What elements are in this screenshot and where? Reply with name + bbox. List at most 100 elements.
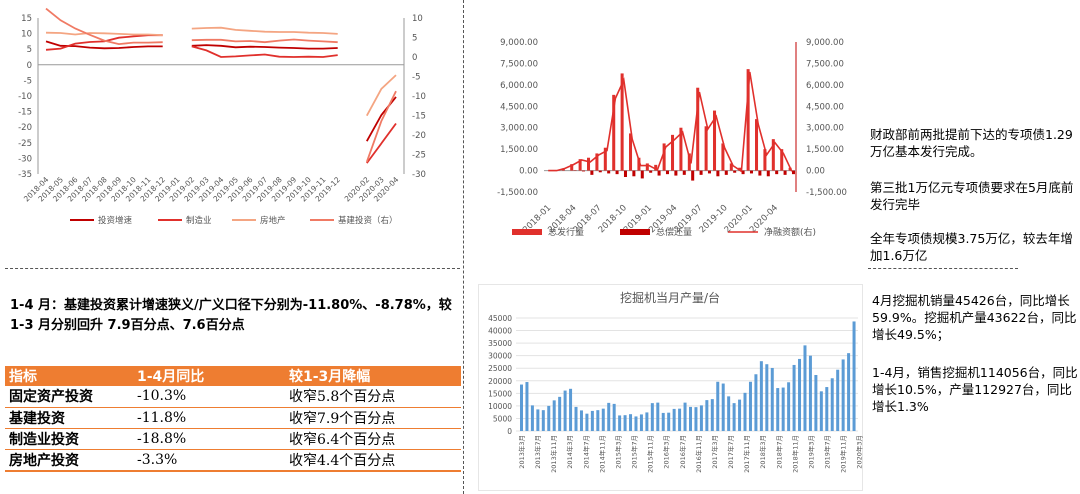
production-bar <box>569 388 573 431</box>
special-bond-chart: 9,000.00 7,500.00 6,000.00 4,500.00 3,000.00… <box>497 38 847 238</box>
y2-tick-label: 1,500.00 <box>806 145 844 155</box>
row-yoy: -3.3% <box>133 449 285 472</box>
y-tick-label: 45000 <box>488 314 512 323</box>
y2-tick-label: 4,500.00 <box>806 102 844 112</box>
production-bar <box>694 407 698 431</box>
y-tick-label: 1,500.00 <box>500 145 538 155</box>
production-bar <box>656 402 660 431</box>
issuance-bar <box>679 127 683 171</box>
production-bar <box>590 410 594 431</box>
production-bar <box>672 408 676 431</box>
y-tick-label: 35000 <box>488 339 512 348</box>
x-tick-label: 2015年11月 <box>646 435 655 473</box>
production-bar <box>814 375 818 431</box>
issuance-bar <box>729 163 733 171</box>
y2-tick-label: 0 <box>412 53 417 63</box>
row-yoy: -10.3% <box>133 386 285 408</box>
production-bar <box>612 403 616 431</box>
issuance-bar <box>687 153 691 171</box>
issuance-bar <box>637 157 641 171</box>
production-bar <box>650 403 654 431</box>
net-financing-line <box>548 71 793 173</box>
production-bar <box>798 358 802 431</box>
y-tick-label: 25000 <box>488 364 512 373</box>
bond-note-2: 第三批1万亿元专项债要求在5月底前发行完毕 <box>870 180 1074 212</box>
y-tick-label: 0.00 <box>519 167 538 177</box>
y2-tick-label: -15 <box>412 112 426 122</box>
production-bar <box>847 353 851 431</box>
production-bar <box>830 378 834 431</box>
production-bar <box>732 403 736 431</box>
table-row: 房地产投资 -3.3% 收窄4.4个百分点 <box>5 449 461 472</box>
repayment-bar <box>674 170 678 176</box>
y-tick-label: 15 <box>21 14 32 24</box>
production-bar <box>585 413 589 431</box>
y2-tick-label: 9,000.00 <box>806 38 844 48</box>
excavator-note-2: 1-4月，销售挖掘机114056台，同比增长10.5%，产量112927台，同比… <box>872 365 1078 414</box>
x-tick-label: 2014年3月 <box>565 435 574 469</box>
repayment-bar <box>598 170 602 173</box>
series-line <box>45 7 397 163</box>
production-bar <box>563 390 567 431</box>
legend-label: 房地产 <box>260 215 286 226</box>
production-bar <box>552 400 556 431</box>
production-bar <box>743 392 747 431</box>
production-bar <box>639 414 643 431</box>
issuance-bar <box>620 73 624 171</box>
repayment-bar <box>640 170 644 179</box>
issuance-bar <box>704 126 708 171</box>
table-row: 固定资产投资 -10.3% 收窄5.8个百分点 <box>5 386 461 408</box>
y2-tick-label: 7,500.00 <box>806 59 844 69</box>
issuance-bar <box>713 110 717 171</box>
vertical-divider <box>463 0 464 494</box>
production-bar <box>547 405 551 431</box>
production-bar <box>678 408 682 431</box>
x-tick-label: 2017年11月 <box>742 435 751 473</box>
header-indicator: 指标 <box>5 366 133 386</box>
production-bar <box>607 402 611 431</box>
repayment-bar <box>775 170 779 175</box>
repayment-bar <box>783 170 787 175</box>
investment-growth-chart: 15 10 5 0 -5 -10 -15 -20 -25 -30 -35 10 5 0 -5 -10 -15 -2… <box>18 7 426 226</box>
production-bar <box>836 369 840 431</box>
production-bar <box>754 374 758 431</box>
production-bar <box>721 383 725 431</box>
chart-title: 挖掘机当月产量/台 <box>620 290 720 305</box>
production-bar <box>574 406 578 431</box>
y-tick-label: 10000 <box>488 402 512 411</box>
production-bar <box>819 391 823 431</box>
y-tick-label: 0 <box>27 61 32 71</box>
y-tick-label: 0 <box>507 427 512 436</box>
production-bar <box>792 364 796 431</box>
production-bar <box>765 364 769 431</box>
y2-tick-label: 6,000.00 <box>806 81 844 91</box>
repayment-bar <box>741 170 745 175</box>
legend-label: 总发行量 <box>548 226 584 238</box>
x-tick-label: 2014年7月 <box>581 435 590 469</box>
legend-label: 投资增速 <box>98 215 133 226</box>
issuance-bar <box>721 143 725 171</box>
issuance-bar <box>578 159 582 171</box>
repayment-bar <box>707 170 711 174</box>
excavator-note-1: 4月挖掘机销量45426台，同比增长59.9%。挖掘机产量43622台，同比增长… <box>872 293 1077 342</box>
y-tick-label: -5 <box>24 76 32 86</box>
investment-table: 指标 1-4月同比 较1-3月降幅 固定资产投资 -10.3% 收窄5.8个百分… <box>5 366 461 472</box>
x-tick-label: 2018年3月 <box>758 435 767 469</box>
x-tick-label: 2013年3月 <box>517 435 526 469</box>
repayment-bar <box>691 170 695 181</box>
y2-tick-label: -30 <box>412 170 426 180</box>
x-tick-label: 2019年3月 <box>806 435 815 469</box>
series-line <box>45 26 397 117</box>
header-change: 较1-3月降幅 <box>285 366 461 386</box>
y2-tick-label: -20 <box>412 131 426 141</box>
repayment-bar <box>632 170 636 177</box>
y-tick-label: 4,500.00 <box>500 102 538 112</box>
y-tick-label: 7,500.00 <box>500 59 538 69</box>
production-bar <box>667 412 671 431</box>
production-bar <box>536 409 540 431</box>
y-tick-label: 20000 <box>488 377 512 386</box>
repayment-bar <box>623 170 627 177</box>
production-bar <box>689 406 692 431</box>
y-tick-label: -30 <box>18 154 32 164</box>
production-bar <box>618 415 622 431</box>
